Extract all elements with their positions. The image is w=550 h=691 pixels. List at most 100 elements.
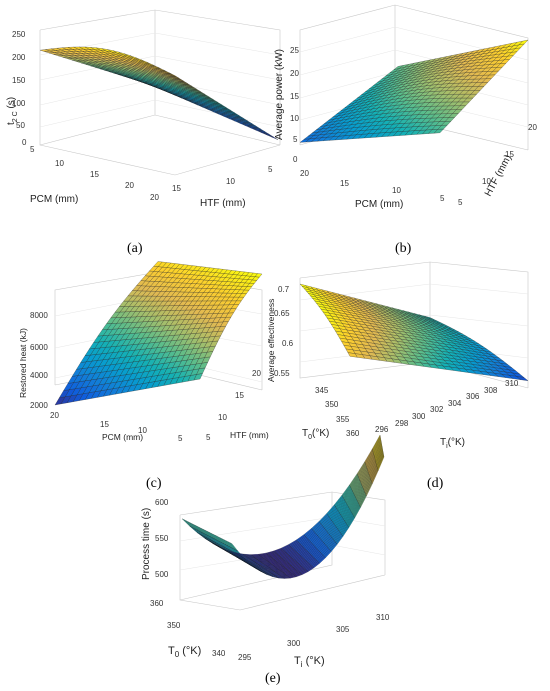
panel-b-ztick: 0 — [293, 155, 298, 164]
panel-d-xtick: 345 — [315, 386, 329, 395]
panel-e-xtick: 300 — [287, 639, 301, 648]
panel-b-ytick: 20 — [528, 123, 537, 132]
panel-d-xtick: 360 — [346, 429, 360, 438]
panel-d-caption: (d) — [427, 476, 444, 491]
panel-e-ytick: 360 — [150, 599, 164, 608]
panel-d-ytick: 298 — [395, 419, 409, 428]
panel-d-ztick: 0.7 — [278, 285, 290, 294]
panel-d-xtick: 355 — [336, 415, 350, 424]
panel-a-surface — [39, 46, 279, 140]
panel-c-ztick: 8000 — [30, 311, 48, 320]
panel-b-xlabel: PCM (mm) — [355, 199, 403, 210]
panel-a: 250 200 150 100 50 0 5 10 15 20 20 15 10… — [6, 9, 281, 256]
panel-e-ytick: 350 — [167, 621, 181, 630]
panel-c-ytick: 15 — [235, 391, 244, 400]
panel-b-ytick: 15 — [505, 150, 514, 159]
panel-d-ztick: 0.6 — [282, 339, 294, 348]
panel-a-xtick: 5 — [30, 145, 35, 154]
panel-d-ztick: 0.65 — [274, 309, 290, 318]
panel-e-ztick: 500 — [155, 570, 169, 579]
panel-d-ytick: 308 — [484, 386, 498, 395]
panel-c-ytick: 20 — [252, 369, 261, 378]
panel-a-cell — [268, 134, 279, 140]
panel-a-ytick: 10 — [226, 177, 235, 186]
panel-d-ytick: 306 — [466, 392, 480, 401]
panel-a-ztick: 0 — [22, 138, 27, 147]
panel-c-caption: (c) — [146, 476, 162, 491]
panel-a-ztick: 250 — [12, 30, 26, 39]
panel-e-xtick: 310 — [376, 613, 390, 622]
panel-a-ytick: 15 — [172, 184, 181, 193]
panel-a-ytick: 5 — [268, 165, 273, 174]
panel-d-ytick: 296 — [375, 425, 389, 434]
panel-d-ytick: 300 — [412, 412, 426, 421]
panel-d-xtick: 350 — [325, 400, 339, 409]
panel-d-ztick: 0.55 — [274, 369, 290, 378]
panel-a-axes: 250 200 150 100 50 0 5 10 15 20 20 15 10… — [6, 30, 281, 209]
panel-c-xtick: 20 — [50, 411, 59, 420]
panel-c-axes: 8000 6000 4000 2000 20 15 10 5 5 10 15 2… — [18, 311, 269, 443]
panel-c-ztick: 2000 — [30, 401, 48, 410]
panel-a-ztick: 200 — [12, 53, 26, 62]
panel-c-surface — [54, 261, 263, 406]
panel-c-zlabel: Restored heat (kJ) — [18, 328, 28, 398]
panel-c-ytick: 10 — [218, 413, 227, 422]
panel-c-cell — [254, 273, 263, 278]
panel-e-cell — [377, 455, 385, 472]
panel-b-caption: (b) — [395, 241, 412, 256]
panel-d-axes: 0.7 0.65 0.6 0.55 345 350 355 360 296 29… — [266, 285, 519, 450]
panel-e-xtick: 295 — [238, 653, 252, 662]
panel-e-ylabel: T0 (°K) — [168, 645, 201, 659]
panel-e-axes: 600 550 500 360 350 340 295 300 305 310 … — [141, 498, 390, 669]
panel-c: 8000 6000 4000 2000 20 15 10 5 5 10 15 2… — [18, 261, 269, 491]
panel-c-ylabel: HTF (mm) — [230, 430, 269, 440]
panel-b-xtick: 20 — [300, 169, 309, 178]
panel-d-surface — [299, 283, 529, 381]
panel-b-xtick: 5 — [440, 194, 445, 203]
panel-b-ztick: 15 — [290, 92, 299, 101]
panel-d-ytick: 302 — [430, 405, 444, 414]
panel-b-ztick: 25 — [290, 46, 299, 55]
panel-a-ztick: 150 — [12, 76, 26, 85]
panel-e-ytick: 340 — [212, 649, 226, 658]
panel-b-ytick: 5 — [458, 198, 463, 207]
panel-a-ylabel: HTF (mm) — [200, 198, 246, 209]
panel-b-xtick: 10 — [392, 186, 401, 195]
panel-d-cell — [516, 376, 529, 381]
panel-c-ztick: 4000 — [30, 371, 48, 380]
panel-b-ytick: 10 — [482, 177, 491, 186]
panel-a-xtick: 15 — [90, 170, 99, 179]
panel-b-surface — [299, 39, 529, 143]
panel-d-ytick: 310 — [505, 379, 519, 388]
panel-a-zlabel: t2 C (s) — [6, 97, 19, 125]
panel-e-xtick: 305 — [336, 625, 350, 634]
panel-d-xlabel: T0(°K) — [302, 428, 329, 441]
panel-e: 600 550 500 360 350 340 295 300 305 310 … — [141, 434, 390, 686]
panel-b-ylabel: HTF (mm) — [483, 153, 514, 198]
panel-d-ytick: 304 — [448, 399, 462, 408]
panel-a-cell — [262, 132, 273, 138]
panel-c-xtick: 5 — [178, 434, 183, 443]
panel-e-surface — [181, 434, 385, 579]
panel-b-ztick: 5 — [293, 135, 298, 144]
panel-e-caption: (e) — [265, 671, 281, 686]
panel-c-ytick: 5 — [206, 433, 211, 442]
panel-d-zlabel: Average effectiveness — [266, 299, 276, 382]
panel-e-xlabel: Ti (°K) — [294, 655, 325, 669]
panel-a-ytick: 20 — [150, 193, 159, 202]
panel-a-xlabel: PCM (mm) — [30, 194, 78, 205]
panel-b-zlabel: Average power (kW) — [274, 49, 285, 140]
panel-b-ztick: 20 — [290, 69, 299, 78]
panel-e-ztick: 600 — [155, 498, 169, 507]
panel-c-ztick: 6000 — [30, 343, 48, 352]
panel-e-ztick: 550 — [155, 534, 169, 543]
panel-a-ztick: 100 — [12, 99, 26, 108]
panel-b-ztick: 10 — [290, 114, 299, 123]
panel-c-xlabel: PCM (mm) — [102, 432, 143, 442]
panel-d-ylabel: Ti(°K) — [440, 437, 465, 450]
panel-a-xtick: 10 — [55, 159, 64, 168]
panel-a-caption: (a) — [127, 241, 143, 256]
panel-c-xtick: 10 — [138, 426, 147, 435]
panel-a-xtick: 20 — [125, 181, 134, 190]
